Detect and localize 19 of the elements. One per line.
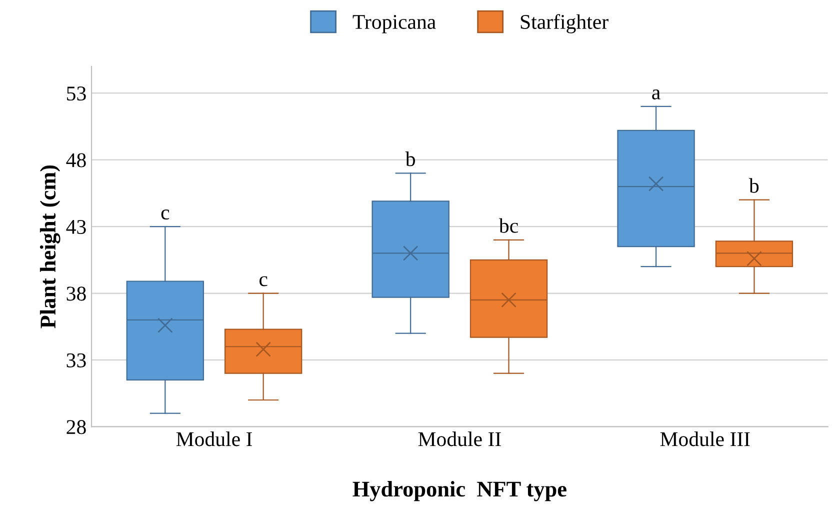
y-tick-label: 43 xyxy=(66,220,86,234)
y-axis-title: Plant height (cm) xyxy=(40,165,60,328)
legend-label: Tropicana xyxy=(352,14,436,34)
annotation: b xyxy=(405,152,416,166)
x-tick-label: Module II xyxy=(418,432,501,446)
annotation: c xyxy=(260,276,268,286)
x-axis-title: Hydroponic NFT type xyxy=(352,480,566,502)
x-tick-label: Module I xyxy=(176,432,252,446)
x-tick-label: Module III xyxy=(660,432,750,446)
annotation: bc xyxy=(498,218,518,233)
annotation: a xyxy=(652,89,660,100)
y-tick-label: 38 xyxy=(66,286,86,301)
y-tick-label: 48 xyxy=(66,153,86,168)
y-tick-label: 53 xyxy=(67,86,86,101)
y-tick-label: 33 xyxy=(66,353,86,368)
annotation: b xyxy=(749,178,759,193)
legend-label: Starfighter xyxy=(520,14,608,34)
y-tick-label: 28 xyxy=(66,420,86,434)
annotation: c xyxy=(161,210,170,220)
